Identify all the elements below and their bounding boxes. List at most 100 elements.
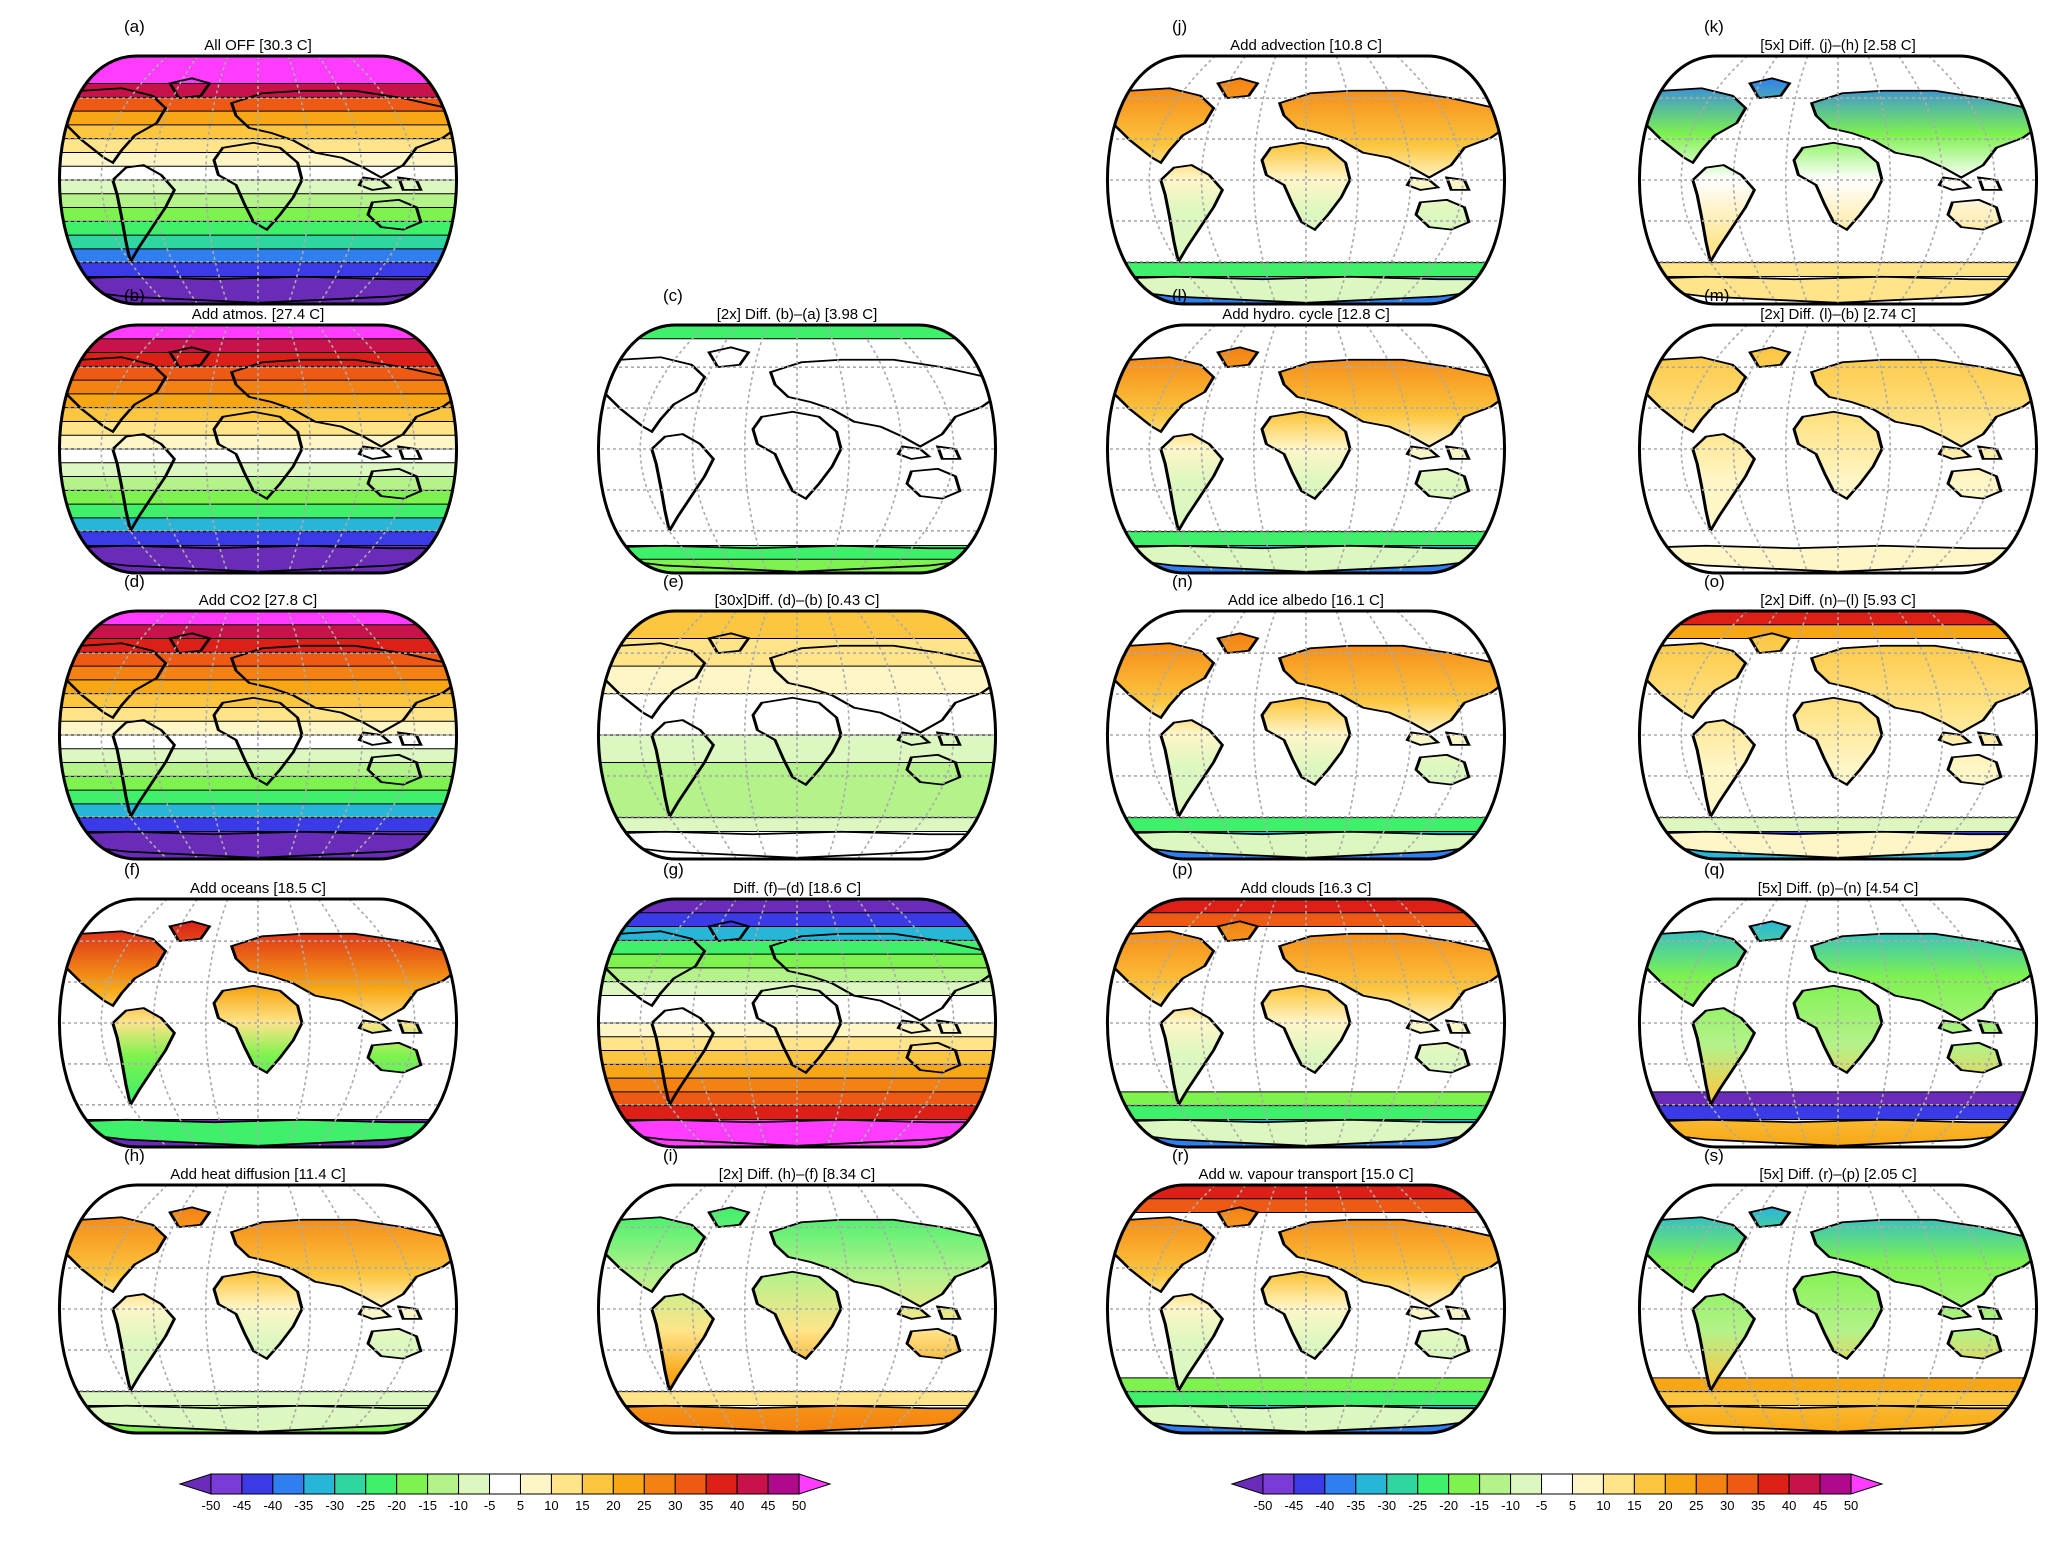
map-outline [1105, 323, 1507, 575]
panel-title: Add clouds [16.3 C] [1241, 880, 1372, 897]
panel-title: [2x] Diff. (b)–(a) [3.98 C] [717, 306, 878, 323]
colorbar-swatch [1262, 1473, 1295, 1495]
map-field [1639, 1185, 2037, 1433]
colorbar-tick-label: 40 [730, 1498, 744, 1513]
colorbar-swatch [1479, 1473, 1512, 1495]
map-field [59, 899, 457, 1147]
colorbar-tick-label: 25 [1689, 1498, 1703, 1513]
map-panel-c: (c) [2x] Diff. (b)–(a) [3.98 C] [596, 286, 998, 575]
map-panel-g: (g) Diff. (f)–(d) [18.6 C] [596, 860, 998, 1149]
panel-title: Add CO2 [27.8 C] [199, 592, 317, 609]
colorbar-low-arrow [1230, 1473, 1264, 1495]
colorbar-tick-label: 15 [1627, 1498, 1641, 1513]
colorbar-swatch [612, 1473, 645, 1495]
colorbar-swatch [1510, 1473, 1543, 1495]
map-field [1639, 899, 2037, 1147]
map-panel-r: (r) Add w. vapour transport [15.0 C] [1105, 1146, 1507, 1435]
colorbar-swatch [303, 1473, 336, 1495]
colorbar-tick-label: 10 [1596, 1498, 1610, 1513]
colorbar-swatch [489, 1473, 521, 1495]
panel-title: Add advection [10.8 C] [1230, 37, 1382, 54]
panel-letter: (c) [663, 286, 683, 305]
panels-layer: (a) All OFF [30.3 C] (j) Add advection [10.… [57, 17, 2039, 1435]
map-outline [57, 54, 459, 306]
colorbar-swatch [1757, 1473, 1790, 1495]
colorbar-tick-label: -30 [1377, 1498, 1396, 1513]
colorbar-high-arrow [798, 1473, 832, 1495]
panel-title: Add ice albedo [16.1 C] [1228, 592, 1384, 609]
map-panel-q: (q) [5x] Diff. (p)–(n) [4.54 C] [1637, 860, 2039, 1149]
map-panel-l: (l) Add hydro. cycle [12.8 C] [1105, 286, 1507, 575]
panel-letter: (j) [1172, 17, 1187, 36]
colorbar-tick-label: 5 [517, 1498, 524, 1513]
colorbar-swatch [1695, 1473, 1728, 1495]
map-panel-s: (s) [5x] Diff. (r)–(p) [2.05 C] [1637, 1146, 2039, 1435]
colorbar-left: -50 -45 -40 -35 -30 -25 -20 -15 -10 -5 5 10 15 20 25 30… [178, 1473, 832, 1513]
map-outline [1637, 1183, 2039, 1435]
map-outline [1105, 897, 1507, 1149]
map-outline [1637, 609, 2039, 861]
panel-title: [5x] Diff. (r)–(p) [2.05 C] [1759, 1166, 1916, 1183]
map-panel-j: (j) Add advection [10.8 C] [1105, 17, 1507, 306]
colorbar-swatch [241, 1473, 274, 1495]
panel-title: Add atmos. [27.4 C] [192, 306, 325, 323]
colorbar-swatch [1386, 1473, 1419, 1495]
map-outline [57, 1183, 459, 1435]
colorbar-tick-label: -30 [325, 1498, 344, 1513]
panel-title: [2x] Diff. (l)–(b) [2.74 C] [1760, 306, 1916, 323]
panel-letter: (n) [1172, 572, 1193, 591]
colorbar-swatch [210, 1473, 243, 1495]
panel-title: All OFF [30.3 C] [204, 37, 312, 54]
colorbar-swatch [1571, 1473, 1604, 1495]
panel-letter: (i) [663, 1146, 678, 1165]
colorbar-swatch [458, 1473, 491, 1495]
map-field [59, 611, 457, 859]
colorbar-swatch [1664, 1473, 1697, 1495]
panel-letter: (m) [1704, 286, 1729, 305]
colorbar-tick-label: -20 [1439, 1498, 1458, 1513]
map-panel-o: (o) [2x] Diff. (n)–(l) [5.93 C] [1637, 572, 2039, 861]
colorbar-swatch [1602, 1473, 1635, 1495]
map-panel-f: (f) Add oceans [18.5 C] [57, 860, 459, 1149]
map-panel-i: (i) [2x] Diff. (h)–(f) [8.34 C] [596, 1146, 998, 1435]
map-field [1107, 899, 1505, 1147]
map-panel-d: (d) Add CO2 [27.8 C] [57, 572, 459, 861]
colorbar-swatch [1726, 1473, 1759, 1495]
map-field [59, 325, 457, 573]
colorbar-tick-label: -35 [1346, 1498, 1365, 1513]
colorbar-swatch [1355, 1473, 1388, 1495]
colorbar-swatch [581, 1473, 614, 1495]
map-outline [1105, 1183, 1507, 1435]
map-outline [596, 1183, 998, 1435]
panel-title: Diff. (f)–(d) [18.6 C] [733, 880, 861, 897]
colorbar-swatch [1324, 1473, 1357, 1495]
colorbar-swatch [736, 1473, 769, 1495]
map-field [1107, 325, 1505, 573]
map-panel-h: (h) Add heat diffusion [11.4 C] [57, 1146, 459, 1435]
colorbar-swatch [427, 1473, 460, 1495]
colorbar-tick-label: -5 [1536, 1498, 1548, 1513]
panel-title: Add w. vapour transport [15.0 C] [1198, 1166, 1413, 1183]
map-panel-p: (p) Add clouds [16.3 C] [1105, 860, 1507, 1149]
panel-letter: (b) [124, 286, 145, 305]
panel-title: Add hydro. cycle [12.8 C] [1222, 306, 1390, 323]
colorbar-swatch [1788, 1473, 1821, 1495]
map-panel-m: (m) [2x] Diff. (l)–(b) [2.74 C] [1637, 286, 2039, 575]
colorbar-tick-label: 20 [1658, 1498, 1672, 1513]
colorbar-swatch [1541, 1473, 1573, 1495]
colorbar-tick-label: 35 [1751, 1498, 1765, 1513]
panel-letter: (p) [1172, 860, 1193, 879]
map-outline [57, 323, 459, 575]
colorbar-swatch [767, 1473, 800, 1495]
map-field [598, 611, 996, 859]
colorbar-tick-label: -10 [449, 1498, 468, 1513]
colorbar-swatch [1417, 1473, 1450, 1495]
colorbar-high-arrow [1850, 1473, 1884, 1495]
colorbar-tick-label: -45 [1285, 1498, 1304, 1513]
colorbar-swatch [1448, 1473, 1481, 1495]
panel-letter: (l) [1172, 286, 1187, 305]
panel-letter: (d) [124, 572, 145, 591]
panel-letter: (o) [1704, 572, 1725, 591]
colorbar-tick-label: 50 [792, 1498, 806, 1513]
colorbar-tick-label: 15 [575, 1498, 589, 1513]
